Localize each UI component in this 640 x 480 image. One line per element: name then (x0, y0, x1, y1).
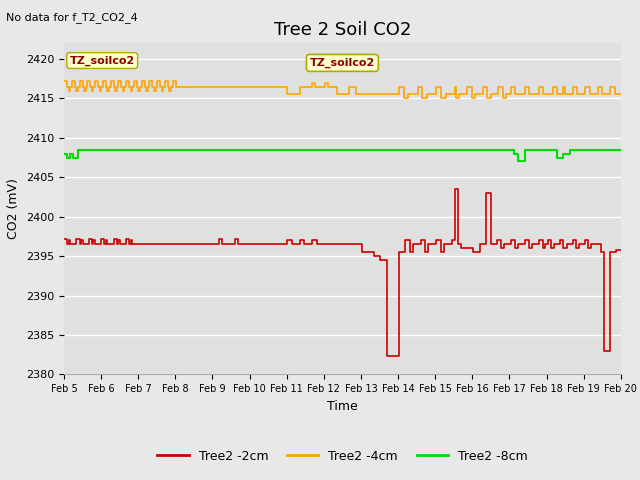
Tree2 -4cm (254, 84, 262, 89)
Tree2 -8cm (60, 151, 68, 156)
Tree2 -2cm (617, 247, 625, 252)
Tree2 -2cm (254, 241, 262, 247)
Tree2 -8cm (246, 147, 254, 153)
Tree2 -4cm (244, 84, 252, 89)
Tree2 -4cm (129, 84, 136, 89)
Tree2 -8cm (617, 147, 625, 153)
Title: Tree 2 Soil CO2: Tree 2 Soil CO2 (274, 21, 411, 39)
Tree2 -2cm (60, 236, 68, 241)
Legend: Tree2 -2cm, Tree2 -4cm, Tree2 -8cm: Tree2 -2cm, Tree2 -4cm, Tree2 -8cm (152, 444, 532, 468)
Line: Tree2 -2cm: Tree2 -2cm (64, 189, 621, 356)
Tree2 -2cm (244, 241, 252, 247)
Tree2 -8cm (228, 147, 236, 153)
Y-axis label: CO2 (mV): CO2 (mV) (7, 179, 20, 239)
Text: TZ_soilco2: TZ_soilco2 (70, 55, 135, 66)
X-axis label: Time: Time (327, 400, 358, 413)
Tree2 -8cm (305, 147, 313, 153)
Tree2 -8cm (74, 147, 82, 153)
Tree2 -4cm (617, 92, 625, 97)
Tree2 -2cm (451, 186, 459, 192)
Tree2 -4cm (303, 84, 311, 89)
Tree2 -8cm (515, 158, 522, 164)
Text: TZ_soilco2: TZ_soilco2 (310, 58, 375, 68)
Tree2 -2cm (303, 241, 311, 247)
Line: Tree2 -8cm: Tree2 -8cm (64, 150, 621, 161)
Tree2 -4cm (588, 92, 595, 97)
Tree2 -8cm (255, 147, 263, 153)
Tree2 -8cm (130, 147, 138, 153)
Tree2 -2cm (589, 241, 596, 247)
Tree2 -2cm (226, 241, 234, 247)
Tree2 -4cm (226, 84, 234, 89)
Line: Tree2 -4cm: Tree2 -4cm (64, 81, 621, 98)
Tree2 -8cm (589, 147, 596, 153)
Tree2 -2cm (129, 241, 136, 247)
Tree2 -4cm (60, 78, 68, 84)
Text: No data for f_T2_CO2_4: No data for f_T2_CO2_4 (6, 12, 138, 23)
Tree2 -4cm (400, 96, 408, 101)
Tree2 -2cm (383, 353, 390, 359)
